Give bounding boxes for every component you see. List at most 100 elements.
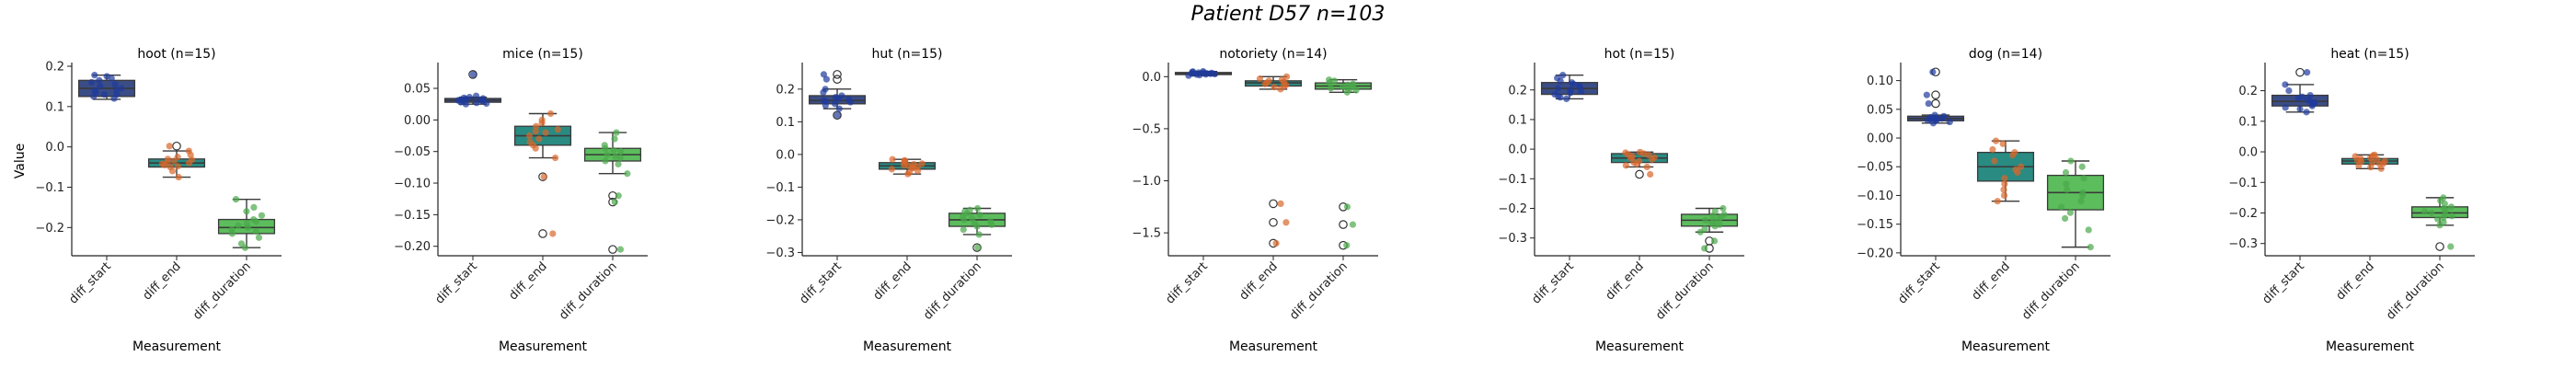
data-point <box>2306 91 2314 99</box>
data-point <box>1256 75 1264 83</box>
data-point <box>604 151 611 158</box>
x-tick-label: diff_duration <box>921 259 984 323</box>
x-tick-label: diff_end <box>141 259 184 303</box>
data-point <box>167 163 174 171</box>
outlier-point <box>1269 217 1278 227</box>
data-point <box>1282 73 1291 80</box>
outlier-point <box>2435 242 2444 251</box>
panel-title: notoriety (n=14) <box>1219 47 1327 62</box>
outlier-point <box>1339 220 1348 229</box>
data-point <box>2282 104 2289 111</box>
box-diff_duration <box>1314 79 1373 250</box>
data-point <box>473 99 480 107</box>
y-tick-label: −0.05 <box>1857 161 1893 175</box>
data-point <box>532 128 539 135</box>
data-point <box>2067 157 2075 165</box>
x-axis-label: Measurement <box>132 339 222 354</box>
data-point <box>976 212 983 219</box>
data-point <box>2001 180 2008 188</box>
x-axis-label: Measurement <box>1229 339 1318 354</box>
x-tick-label: diff_start <box>797 259 844 306</box>
data-point <box>1271 84 1278 91</box>
data-point <box>542 129 549 136</box>
data-point <box>2421 208 2428 215</box>
data-point <box>2011 149 2018 156</box>
data-point <box>822 86 829 93</box>
data-point <box>2296 105 2304 113</box>
data-point <box>610 146 617 154</box>
panel-title: hoot (n=15) <box>137 47 215 62</box>
data-point <box>2066 209 2074 216</box>
y-tick-label: −0.20 <box>394 240 431 254</box>
x-tick-label: diff_duration <box>190 259 254 323</box>
outlier-point <box>833 110 842 121</box>
data-point <box>546 109 555 118</box>
data-point <box>228 225 236 234</box>
data-point <box>1711 208 1719 215</box>
data-point <box>888 166 895 173</box>
x-tick-label: diff_start <box>1163 259 1210 306</box>
data-point <box>1999 140 2007 147</box>
x-tick-label: diff_start <box>1529 259 1576 306</box>
data-point <box>1328 85 1335 92</box>
y-tick-label: 0.00 <box>404 114 431 128</box>
x-tick-label: diff_end <box>1237 259 1281 303</box>
outlier-point <box>172 141 181 151</box>
x-tick-label: diff_duration <box>1653 259 1717 323</box>
data-point <box>1991 157 1998 165</box>
data-point <box>1720 211 1728 218</box>
y-tick-label: 0.2 <box>2238 85 2258 98</box>
data-point <box>1622 149 1629 156</box>
x-tick-label: diff_duration <box>1287 259 1351 323</box>
data-point <box>255 234 263 241</box>
data-point <box>1637 148 1644 155</box>
data-point <box>1716 221 1723 228</box>
y-tick-label: 0.0 <box>1142 71 1161 85</box>
data-point <box>2434 215 2442 223</box>
y-tick-label: 0.05 <box>1867 103 1893 117</box>
y-tick-label: −0.1 <box>1498 173 1527 187</box>
panel-2: hut (n=15) −0.3 −0.2 −0.1 0.0 0.1 0.2 diff_star… <box>765 47 1012 354</box>
y-tick-label: 0.1 <box>1508 113 1527 127</box>
data-point <box>1349 221 1357 228</box>
data-point <box>175 173 182 181</box>
y-tick-label: −0.2 <box>35 222 64 236</box>
data-point <box>616 246 625 253</box>
y-tick-label: −1.0 <box>1132 175 1161 189</box>
panel-title: hot (n=15) <box>1604 47 1675 62</box>
y-tick-label: −0.1 <box>2228 177 2258 190</box>
data-point <box>185 147 192 155</box>
x-tick-label: diff_start <box>432 259 479 306</box>
data-point <box>1701 245 1708 252</box>
panel-0: hoot (n=15) −0.2 −0.1 0.0 0.1 0.2 diff_start di… <box>13 47 282 354</box>
panel-title: heat (n=15) <box>2330 47 2409 62</box>
y-tick-label: −0.10 <box>1857 190 1893 203</box>
data-point <box>472 92 480 99</box>
data-point <box>243 220 250 227</box>
y-tick-label: 0.0 <box>2238 146 2258 160</box>
data-point <box>961 208 969 215</box>
data-point <box>834 111 841 119</box>
data-point <box>832 94 839 101</box>
data-point <box>2087 244 2094 251</box>
x-axis-label: Measurement <box>863 339 952 354</box>
y-tick-label: −0.2 <box>1498 202 1527 216</box>
data-point <box>2447 243 2455 250</box>
data-point <box>615 192 622 200</box>
data-point <box>2057 203 2065 211</box>
data-point <box>1946 118 1953 126</box>
data-point <box>2448 213 2455 220</box>
data-point <box>835 105 843 112</box>
data-point <box>2064 186 2071 193</box>
box-iqr <box>2410 206 2469 219</box>
box-diff_start <box>2271 67 2329 113</box>
data-point <box>2085 226 2092 234</box>
y-tick-label: 0.0 <box>1508 144 1527 157</box>
data-point <box>1702 216 1709 224</box>
y-tick-label: −0.10 <box>394 178 431 191</box>
panel-6: heat (n=15) −0.3 −0.2 −0.1 0.0 0.1 0.2 diff_sta… <box>2228 47 2475 354</box>
data-point <box>2285 86 2293 95</box>
data-point <box>1701 225 1708 233</box>
data-point <box>1636 157 1643 165</box>
data-point <box>1200 68 1207 75</box>
